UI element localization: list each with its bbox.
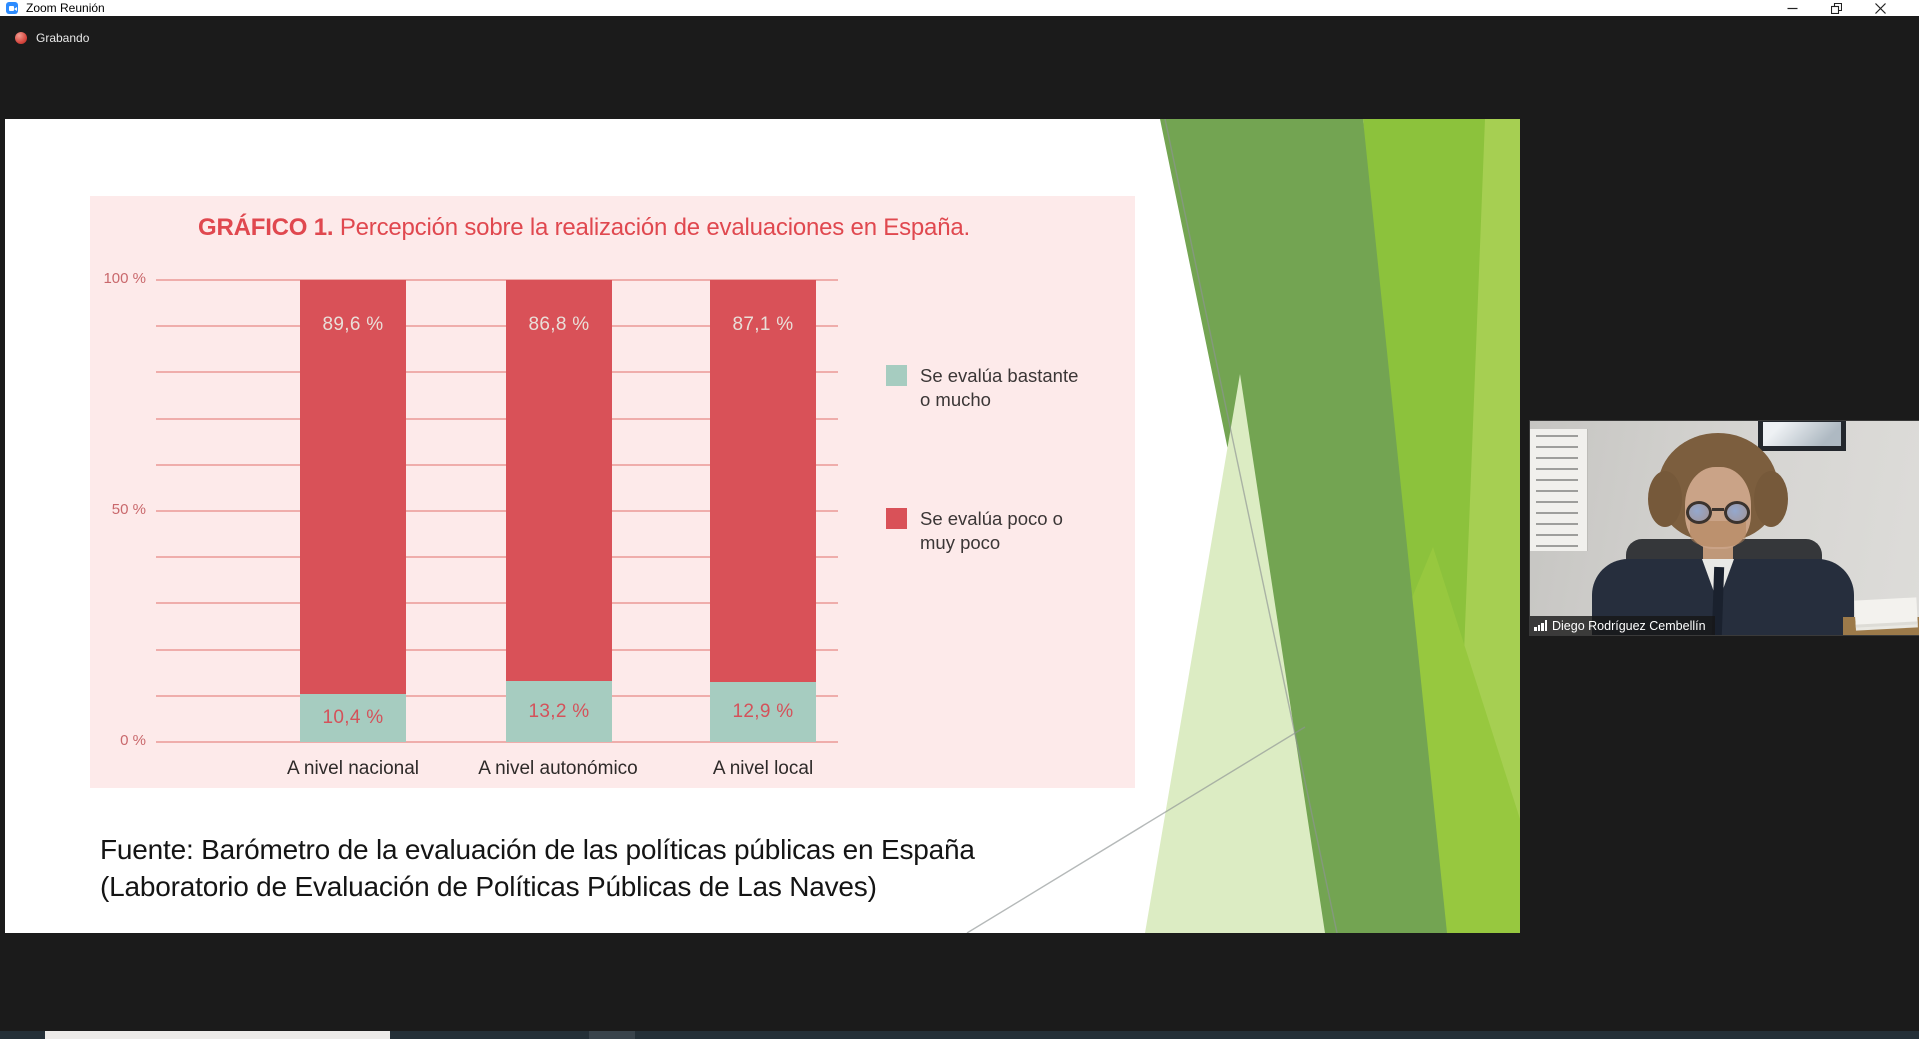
background-picture-frame bbox=[1758, 421, 1846, 451]
window-title: Zoom Reunión bbox=[26, 1, 105, 15]
chart-legend: Se evalúa bastante o mucho Se evalúa poc… bbox=[886, 364, 1106, 554]
bar-segment-poco: 89,6 % bbox=[300, 280, 406, 694]
bar-segment-bastante: 13,2 % bbox=[506, 681, 612, 742]
plot-area: 89,6 % 10,4 % 86,8 % 13,2 % bbox=[156, 279, 838, 743]
legend-entry-poco: Se evalúa poco o muy poco bbox=[886, 507, 1106, 554]
bar-group-local: 87,1 % 12,9 % bbox=[710, 280, 816, 742]
signal-bars-icon bbox=[1534, 620, 1547, 631]
bar-value-label: 87,1 % bbox=[732, 314, 794, 335]
legend-label: Se evalúa poco o muy poco bbox=[920, 508, 1063, 553]
person-beard bbox=[1690, 521, 1746, 547]
shared-screen-slide: GRÁFICO 1. Percepción sobre la realizaci… bbox=[5, 119, 1520, 933]
source-citation: Fuente: Barómetro de la evaluación de la… bbox=[100, 831, 1080, 905]
minimize-button[interactable] bbox=[1783, 0, 1801, 16]
bar-value-label: 12,9 % bbox=[732, 701, 794, 723]
chart-panel: GRÁFICO 1. Percepción sobre la realizaci… bbox=[90, 196, 1135, 788]
bar-group-nacional: 89,6 % 10,4 % bbox=[300, 280, 406, 742]
background-poster bbox=[1530, 429, 1588, 551]
chart-title-rest: Percepción sobre la realización de evalu… bbox=[333, 214, 970, 241]
x-axis-label-local: A nivel local bbox=[712, 758, 814, 779]
background-window-edge bbox=[0, 1031, 1919, 1039]
paper-stack bbox=[1854, 597, 1918, 625]
bar-segment-bastante: 10,4 % bbox=[300, 693, 406, 742]
bar-value-label: 13,2 % bbox=[528, 700, 590, 722]
slide-green-facets-decoration bbox=[966, 119, 1520, 933]
x-axis-label-autonomico: A nivel autonómico bbox=[478, 758, 638, 779]
legend-entry-bastante: Se evalúa bastante o mucho bbox=[886, 364, 1106, 411]
bar-segment-poco: 86,8 % bbox=[506, 280, 612, 682]
restore-button[interactable] bbox=[1827, 0, 1845, 16]
recording-dot-icon bbox=[15, 32, 27, 44]
participant-name-bar: Diego Rodríguez Cembellín bbox=[1530, 616, 1715, 635]
close-icon bbox=[1874, 2, 1886, 14]
window-titlebar: Zoom Reunión bbox=[0, 0, 1919, 16]
source-line-2: (Laboratorio de Evaluación de Políticas … bbox=[100, 871, 877, 902]
recording-label: Grabando bbox=[36, 31, 90, 45]
minimize-icon bbox=[1787, 7, 1797, 9]
chart-title: GRÁFICO 1. Percepción sobre la realizaci… bbox=[198, 214, 970, 242]
restore-window-icon bbox=[1830, 2, 1842, 14]
x-axis-label-nacional: A nivel nacional bbox=[286, 758, 420, 779]
bar-group-autonomico: 86,8 % 13,2 % bbox=[506, 280, 612, 742]
close-button[interactable] bbox=[1871, 0, 1889, 16]
legend-swatch-red bbox=[886, 508, 907, 529]
y-axis-tick-100: 100 % bbox=[103, 270, 146, 287]
bar-value-label: 10,4 % bbox=[322, 706, 384, 728]
bar-segment-bastante: 12,9 % bbox=[710, 682, 816, 742]
chart-title-prefix: GRÁFICO 1. bbox=[198, 214, 334, 241]
window-controls bbox=[1783, 0, 1889, 16]
recording-indicator: Grabando bbox=[15, 31, 89, 45]
participant-video-tile[interactable]: Diego Rodríguez Cembellín bbox=[1529, 420, 1919, 636]
bar-value-label: 86,8 % bbox=[528, 314, 590, 335]
zoom-camera-icon bbox=[6, 2, 18, 14]
legend-swatch-teal bbox=[886, 365, 907, 386]
person-glasses bbox=[1686, 501, 1750, 525]
legend-label: Se evalúa bastante o mucho bbox=[920, 365, 1079, 410]
y-axis-tick-50: 50 % bbox=[111, 501, 146, 518]
y-axis-tick-0: 0 % bbox=[120, 732, 146, 749]
bar-value-label: 89,6 % bbox=[322, 314, 384, 335]
participant-name: Diego Rodríguez Cembellín bbox=[1552, 618, 1706, 633]
source-line-1: Fuente: Barómetro de la evaluación de la… bbox=[100, 834, 975, 865]
bar-segment-poco: 87,1 % bbox=[710, 280, 816, 683]
